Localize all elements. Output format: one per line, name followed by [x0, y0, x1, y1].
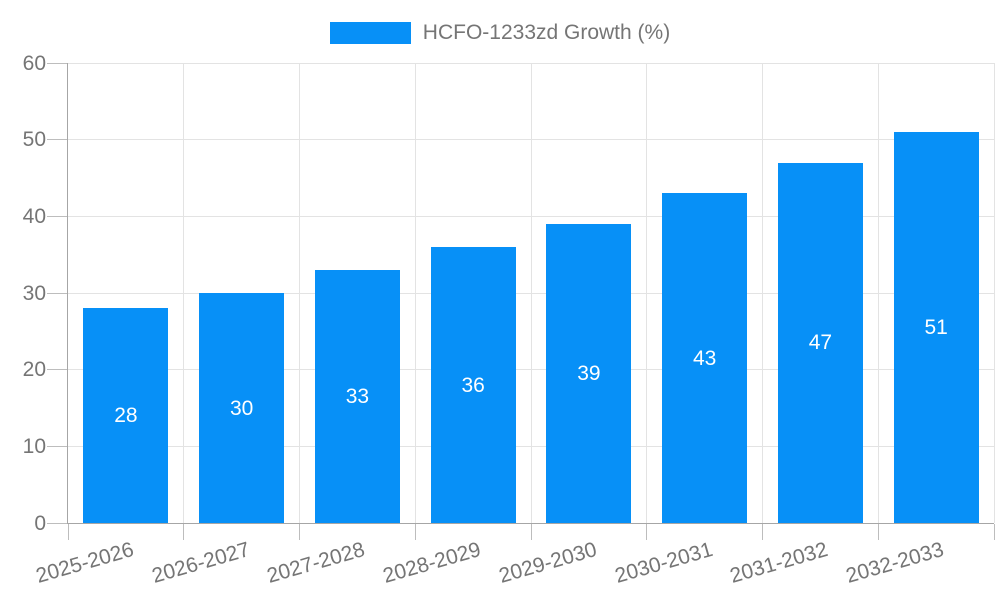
y-axis-label: 20: [22, 358, 46, 382]
x-axis-line: [67, 523, 994, 524]
y-axis-tick: [47, 62, 67, 64]
bar-value-label: 39: [577, 362, 601, 385]
x-axis-label: 2027-2028: [264, 538, 368, 588]
y-axis-label: 60: [22, 51, 46, 75]
bar-value-label: 47: [808, 331, 833, 355]
bar[interactable]: 33: [314, 270, 400, 523]
x-axis-tick: [762, 524, 763, 540]
bar-value-label: 36: [461, 373, 485, 397]
v-gridline: [993, 63, 995, 523]
y-axis-tick: [47, 139, 67, 141]
y-axis-label: 10: [22, 434, 46, 458]
bar-value-label: 30: [229, 396, 254, 420]
bar[interactable]: 43: [662, 193, 748, 523]
v-gridline: [762, 63, 763, 523]
x-axis-label: 2026-2027: [149, 538, 252, 588]
legend-swatch: [329, 22, 411, 44]
y-axis-label: 0: [34, 511, 46, 535]
bar[interactable]: 36: [430, 247, 516, 523]
x-axis-tick: [646, 524, 648, 540]
bar-value-label: 51: [924, 316, 948, 339]
y-axis-label: 50: [22, 128, 46, 152]
bar-value-label: 33: [345, 385, 370, 408]
bar-value-label: 43: [692, 346, 717, 370]
x-axis-tick: [877, 524, 879, 540]
x-axis-label: 2031-2032: [727, 538, 831, 588]
v-gridline: [530, 63, 532, 523]
x-axis-tick: [414, 524, 416, 540]
x-axis-tick: [299, 524, 300, 540]
v-gridline: [414, 63, 416, 523]
x-axis-tick: [993, 524, 995, 540]
y-axis-tick: [47, 215, 67, 217]
y-axis-label: 30: [22, 281, 46, 305]
x-axis-tick: [67, 524, 69, 540]
y-axis-line: [67, 63, 68, 523]
bar[interactable]: 47: [777, 162, 863, 523]
x-axis-label: 2030-2031: [612, 538, 715, 588]
x-axis-label: 2028-2029: [380, 538, 484, 588]
v-gridline: [183, 63, 185, 523]
x-axis-label: 2029-2030: [496, 538, 600, 588]
bar-value-label: 28: [114, 404, 138, 428]
y-axis-label: 40: [22, 204, 46, 228]
y-axis-tick: [47, 445, 67, 447]
bar[interactable]: 28: [83, 308, 169, 523]
x-axis-tick: [530, 524, 532, 540]
bar[interactable]: 39: [546, 224, 632, 523]
x-axis-tick: [183, 524, 185, 540]
x-axis-label: 2025-2026: [33, 538, 137, 588]
v-gridline: [646, 63, 648, 523]
bar[interactable]: 30: [199, 293, 285, 523]
legend-label: HCFO-1233zd Growth (%): [422, 21, 671, 44]
bar[interactable]: 51: [893, 132, 979, 523]
v-gridline: [877, 63, 879, 523]
y-axis-tick: [47, 292, 67, 294]
y-axis-tick: [47, 522, 67, 524]
x-axis-label: 2032-2033: [843, 538, 947, 588]
plot-area: 0 10 20 30 40 50 60 28 30 33 36 39 43 47 51 2025-2026 20…: [23, 53, 995, 588]
legend[interactable]: HCFO-1233zd Growth (%): [0, 21, 1000, 45]
y-axis-tick: [47, 369, 67, 371]
v-gridline: [299, 63, 300, 523]
